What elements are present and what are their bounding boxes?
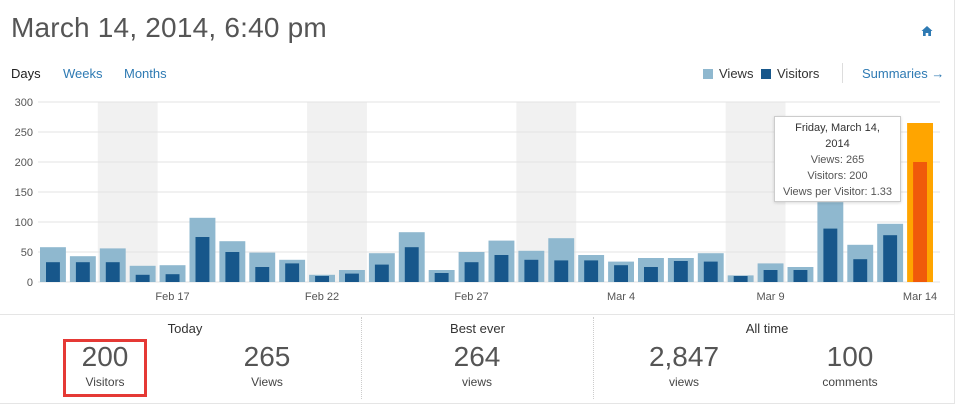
home-icon[interactable] xyxy=(920,24,934,38)
annotation-highlight-box xyxy=(63,339,147,397)
stats-separator xyxy=(593,317,594,399)
page-title: March 14, 2014, 6:40 pm xyxy=(11,12,327,43)
tooltip-visitors: Visitors: 200 xyxy=(807,170,868,182)
y-tick-label: 50 xyxy=(21,247,33,259)
bar-visitors xyxy=(225,252,240,282)
bar-visitors xyxy=(524,259,539,282)
legend-views-swatch xyxy=(703,69,713,79)
bar-visitors xyxy=(853,259,868,282)
y-tick-label: 200 xyxy=(15,157,33,169)
today-views-value: 265 xyxy=(243,341,291,372)
bar-visitors xyxy=(793,270,808,282)
tab-weeks[interactable]: Weeks xyxy=(63,66,103,81)
bar-visitors xyxy=(733,276,748,282)
bar-visitors xyxy=(345,273,359,282)
best-ever-heading: Best ever xyxy=(450,321,505,336)
legend-views-label: Views xyxy=(719,66,754,81)
all-time-comments-label: comments xyxy=(822,375,878,389)
legend-visitors: Visitors xyxy=(761,66,819,81)
best-ever-views-label: views xyxy=(461,375,492,389)
bar-visitors xyxy=(614,265,628,282)
x-tick-label: Mar 14 xyxy=(903,291,937,303)
bar-visitors xyxy=(374,264,389,282)
all-time-heading: All time xyxy=(745,321,789,336)
legend-visitors-swatch xyxy=(761,69,771,79)
all-time-views-label: views xyxy=(668,375,699,389)
bar-visitors xyxy=(883,235,898,282)
tab-months[interactable]: Months xyxy=(124,66,167,81)
today-views-label: Views xyxy=(251,375,283,389)
x-tick-label: Mar 9 xyxy=(756,291,784,303)
bar-visitors xyxy=(285,263,300,282)
today-visitors-label: Visitors xyxy=(85,375,125,389)
best-ever-views-value: 264 xyxy=(453,341,501,372)
y-tick-label: 250 xyxy=(15,127,33,139)
bar-visitors xyxy=(673,261,688,282)
bar-visitors xyxy=(404,247,419,282)
y-tick-label: 100 xyxy=(15,217,33,229)
y-tick-label: 300 xyxy=(15,97,33,109)
today-heading: Today xyxy=(167,321,203,336)
bar-visitors xyxy=(823,228,838,282)
legend-views: Views xyxy=(703,66,753,81)
bar-visitors xyxy=(255,267,270,282)
legend-visitors-label: Visitors xyxy=(777,66,820,81)
bar-visitors xyxy=(763,270,778,282)
bar-visitors xyxy=(75,262,90,282)
bar-visitors xyxy=(195,237,210,282)
summaries-link[interactable]: Summaries → xyxy=(862,66,945,81)
bar-visitors xyxy=(554,260,569,282)
views-chart: 0 50 100 150 200 250 300 Feb 17 Feb 22 Feb 27 Mar … xyxy=(15,97,940,303)
bar-visitors xyxy=(46,262,60,282)
all-time-views-value: 2,847 xyxy=(648,341,720,372)
stats-divider xyxy=(0,314,954,315)
bar-visitors xyxy=(703,261,718,282)
bar-visitors xyxy=(165,274,180,282)
tooltip-views-per-visitor: Views per Visitor: 1.33 xyxy=(782,186,893,198)
tooltip-views: Views: 265 xyxy=(810,154,865,166)
chart-tooltip: Friday, March 14, 2014 Views: 265 Visito… xyxy=(774,116,901,202)
y-tick-label: 150 xyxy=(15,187,33,199)
stats-separator xyxy=(361,317,362,399)
tab-days[interactable]: Days xyxy=(11,66,41,81)
x-tick-label: Feb 27 xyxy=(454,291,488,303)
bar-visitors xyxy=(315,276,329,282)
today-visitors-value: 200 xyxy=(81,341,129,372)
bar-visitors xyxy=(135,274,150,282)
tooltip-date: Friday, March 14, 2014 xyxy=(795,122,880,150)
legend-divider xyxy=(842,63,843,83)
all-time-comments-value: 100 xyxy=(826,341,874,372)
x-tick-label: Mar 4 xyxy=(607,291,635,303)
x-tick-label: Feb 17 xyxy=(155,291,189,303)
stats-summary: Today 200 Visitors 265 Views Best ever 2… xyxy=(0,315,954,403)
bar-visitors xyxy=(644,267,658,282)
bar-visitors xyxy=(434,273,449,282)
bar-visitors xyxy=(913,162,927,282)
y-tick-label: 0 xyxy=(27,277,33,289)
x-tick-label: Feb 22 xyxy=(305,291,339,303)
bar-visitors xyxy=(464,262,479,282)
bar-visitors xyxy=(494,255,509,282)
bar-visitors xyxy=(105,262,120,282)
bar-visitors xyxy=(584,260,599,282)
